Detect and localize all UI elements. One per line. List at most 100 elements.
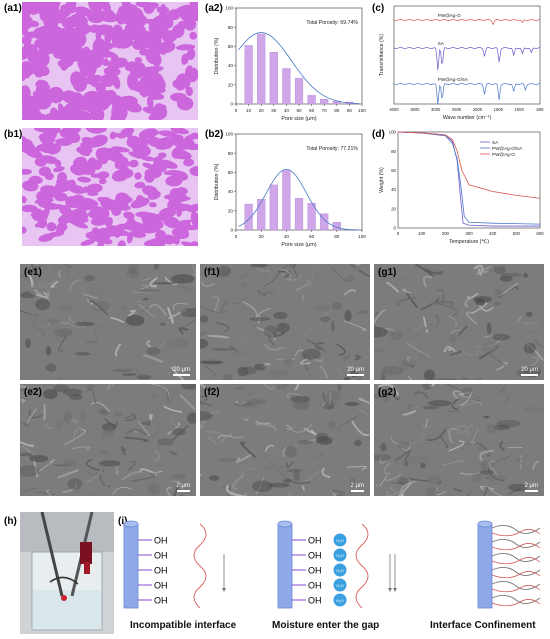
panel-label-g2: (g2) <box>378 387 397 398</box>
panel-label-d: (d) <box>372 129 385 140</box>
pore <box>59 54 70 71</box>
scalebar-e1: 20 μm <box>173 367 190 376</box>
pore <box>128 159 139 168</box>
pore <box>82 186 89 193</box>
water-molecule <box>333 563 347 577</box>
pore <box>126 217 136 229</box>
pore <box>81 197 99 207</box>
pore <box>134 172 142 180</box>
sem-image-e1: (e1) 20 μm <box>20 264 196 380</box>
pore <box>93 216 101 225</box>
pore <box>65 2 77 9</box>
pore <box>104 199 118 211</box>
oh-label: OH <box>308 596 322 606</box>
series-label: PW@Ag-O/SA <box>438 77 469 82</box>
pore <box>103 66 121 77</box>
ftir-chart: PW@Ag-O SA PW@Ag-O/SA 4000 3500 3000 2500 2000 1… <box>379 5 544 121</box>
pore <box>22 2 31 14</box>
pore <box>40 185 60 196</box>
pore <box>107 153 124 164</box>
oh-label: OH <box>154 566 168 576</box>
pore <box>70 164 86 176</box>
confined-chain <box>491 595 541 604</box>
pore <box>144 2 159 11</box>
legend-label: SA <box>492 140 499 145</box>
porous-image-a1 <box>22 2 198 120</box>
pore <box>185 67 198 83</box>
bar <box>294 77 304 105</box>
pore <box>117 240 126 246</box>
bar <box>244 45 253 105</box>
pore <box>139 48 150 56</box>
fiber-rod <box>477 523 493 609</box>
x-tick-label: 200 <box>442 231 450 236</box>
x-tick-label: 40 <box>284 234 290 239</box>
pore <box>90 173 102 178</box>
pore <box>185 86 193 97</box>
pore <box>128 151 145 159</box>
pore <box>39 141 57 154</box>
pore <box>56 192 66 199</box>
bar <box>320 213 329 231</box>
pore <box>181 241 198 246</box>
y-tick-label: 60 <box>228 44 234 49</box>
y-tick-label: 40 <box>228 63 234 68</box>
caption-moisture-enter-gap: Moisture enter the gap <box>272 620 380 631</box>
pore <box>152 53 162 67</box>
pore <box>22 101 43 110</box>
bar <box>269 184 278 231</box>
y-tick-label: 20 <box>228 82 234 87</box>
x-tick-label: 2000 <box>473 107 483 112</box>
pore <box>78 203 87 212</box>
plot-frame <box>393 5 541 105</box>
bar <box>320 98 329 105</box>
pore <box>148 92 165 100</box>
tga-series-line <box>397 131 541 225</box>
y-tick-label: 80 <box>228 25 234 30</box>
x-tick-label: 90 <box>347 108 353 113</box>
legend-label: PW@Ag-O <box>492 152 515 157</box>
pore <box>171 170 189 181</box>
pore <box>170 92 187 102</box>
scalebar-g1: 20 μm <box>521 367 538 376</box>
pore <box>22 69 31 79</box>
x-tick-label: 0 <box>235 108 238 113</box>
pore <box>43 113 57 120</box>
pore <box>101 73 115 87</box>
pore <box>46 25 66 44</box>
oh-label: OH <box>308 536 322 546</box>
pore <box>67 196 78 206</box>
water-label: H₂O <box>336 568 344 573</box>
x-tick-label: 3000 <box>431 107 441 112</box>
series-label: SA <box>438 41 445 46</box>
confined-chain <box>491 571 541 579</box>
panel-label-h: (h) <box>4 516 17 527</box>
pore <box>127 72 139 91</box>
pore <box>109 131 117 140</box>
sem-image-e2: (e2) 2 μm <box>20 384 196 496</box>
x-tick-label: 10 <box>246 108 252 113</box>
pore <box>181 53 189 65</box>
pore <box>183 158 194 166</box>
pore <box>114 133 126 139</box>
pore <box>94 43 102 52</box>
panel-label-e2: (e2) <box>24 387 42 398</box>
x-axis-label: Wave number (cm⁻¹) <box>443 115 492 121</box>
x-tick-label: 80 <box>334 108 340 113</box>
x-tick-label: 400 <box>489 231 497 236</box>
bar <box>257 33 266 105</box>
confined-chain <box>491 529 541 537</box>
y-tick-label: 40 <box>391 187 396 192</box>
x-tick-label: 60 <box>309 234 315 239</box>
pore <box>146 70 161 88</box>
y-tick-label: 80 <box>391 149 396 154</box>
pore <box>80 239 96 246</box>
pore <box>22 15 33 29</box>
caption-interface-confinement: Interface Confinement <box>430 620 536 631</box>
pore <box>118 12 130 23</box>
pore <box>108 28 122 39</box>
pore <box>100 153 112 161</box>
pore <box>147 190 161 200</box>
pore <box>149 19 170 33</box>
x-tick-label: 3500 <box>410 107 420 112</box>
